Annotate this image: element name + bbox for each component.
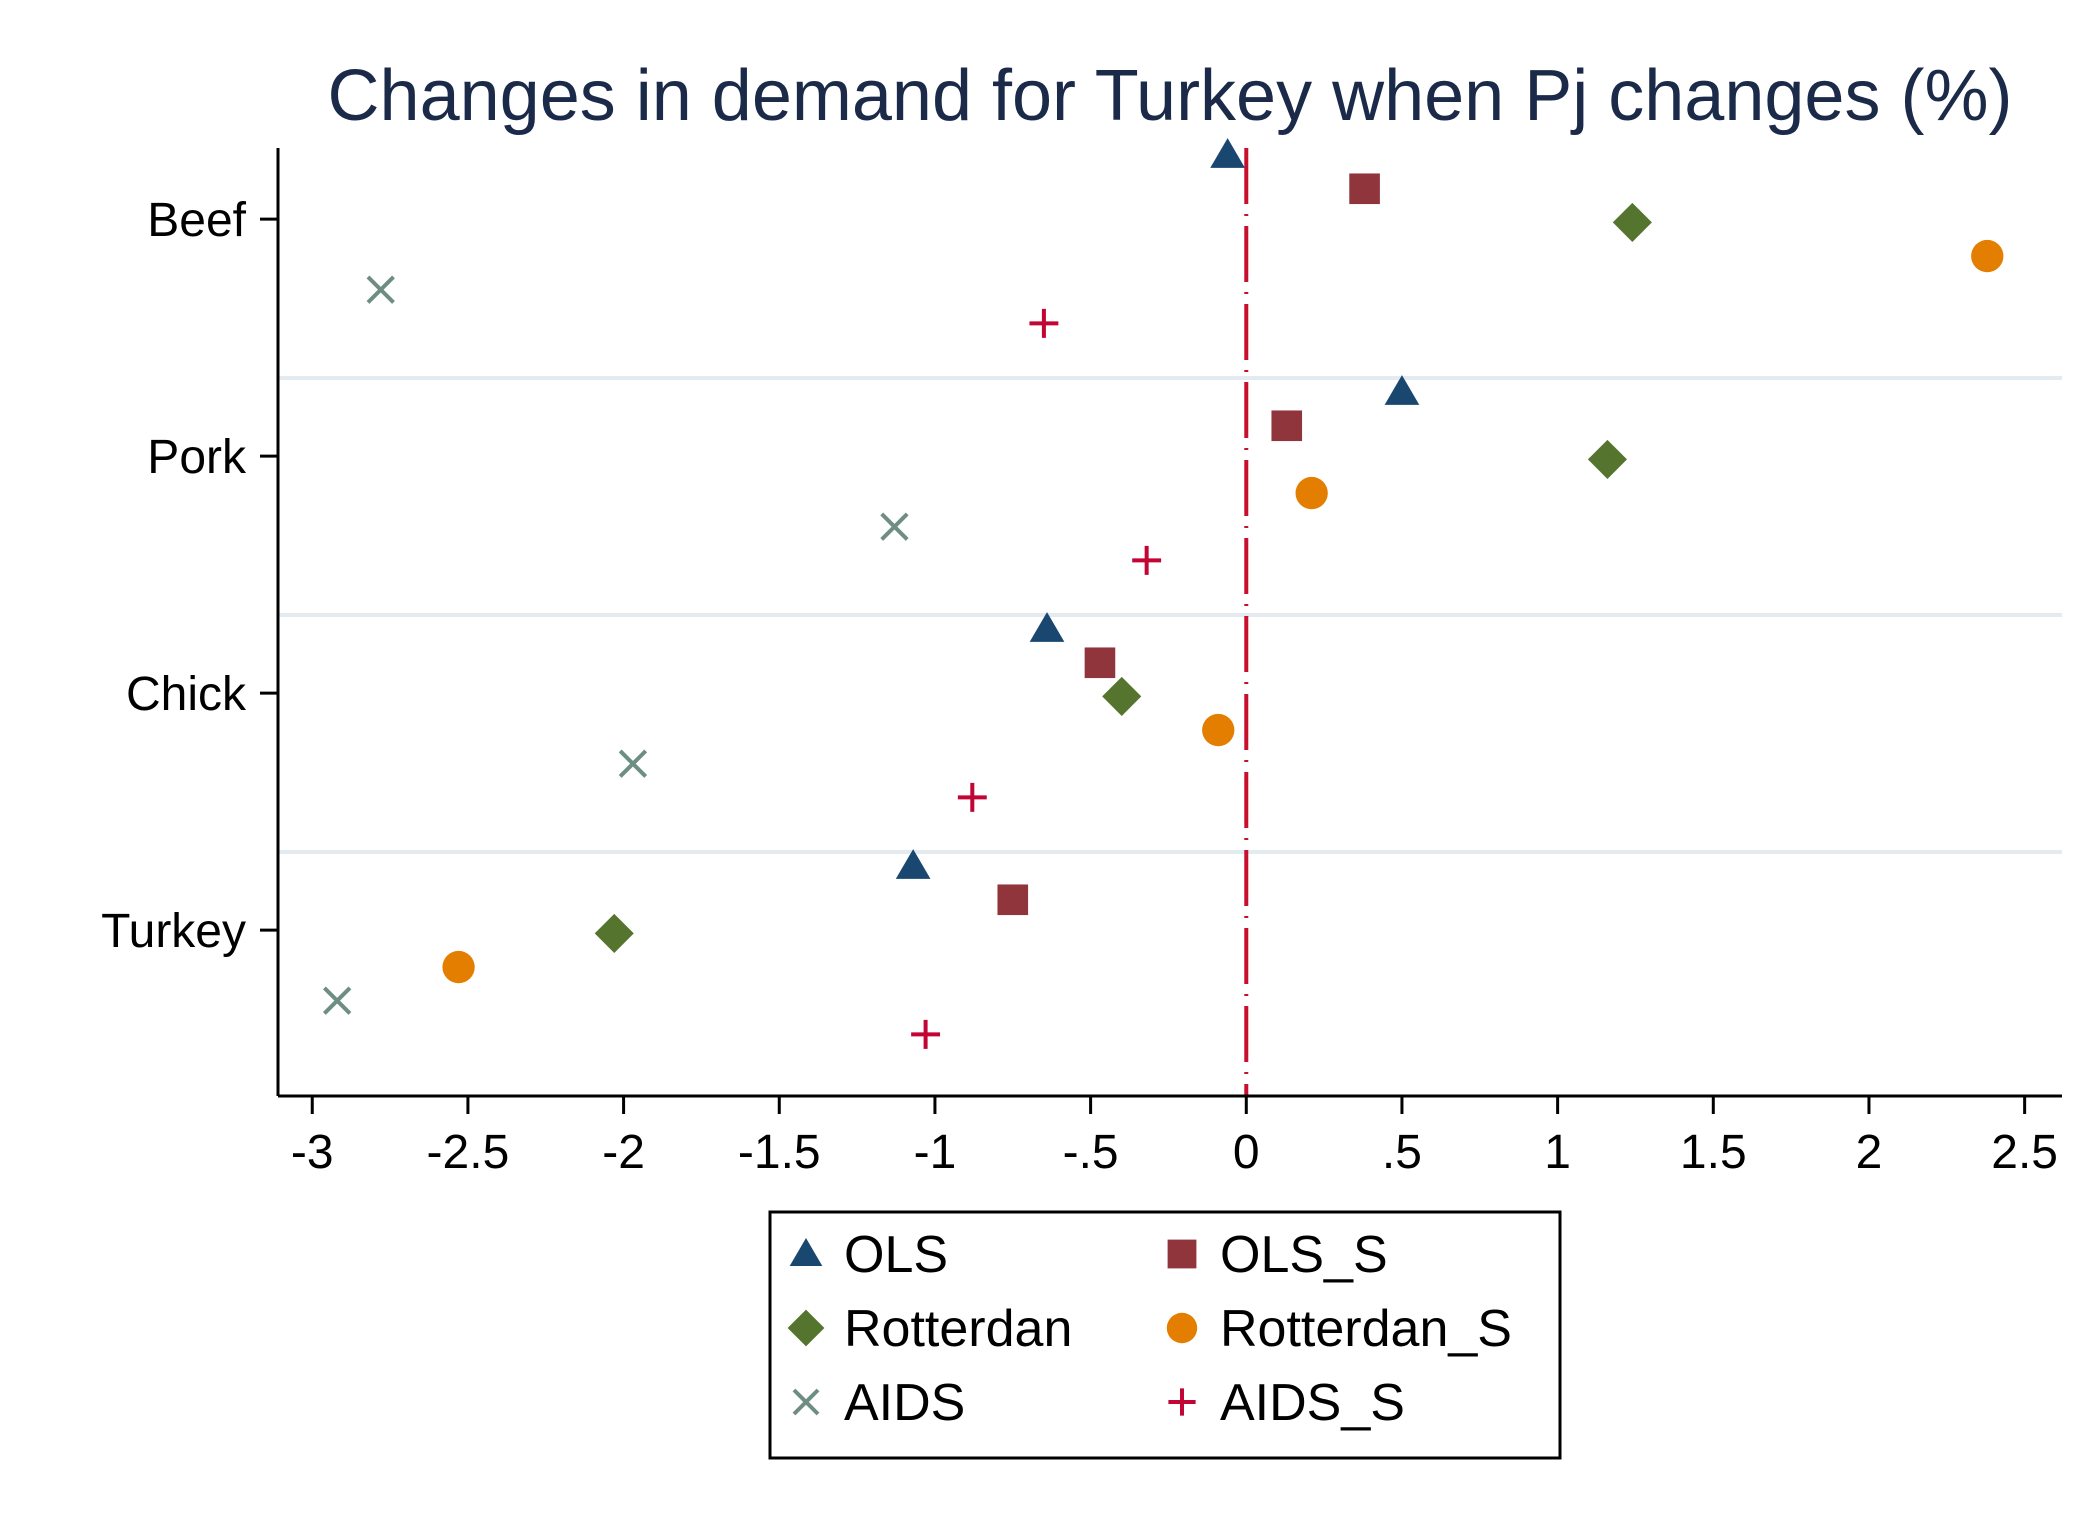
legend-item-rotterdan-s: Rotterdan_S	[1166, 1300, 1512, 1358]
point-rotterdan-beef	[1612, 202, 1652, 242]
legend-marker-aids	[792, 1388, 820, 1416]
point-aids-s-chick	[957, 782, 987, 812]
x-tick-label-2-5: -2.5	[427, 1126, 510, 1179]
point-ols-beef	[1210, 138, 1245, 168]
point-rotterdan-s-turkey	[442, 950, 475, 984]
legend-item-ols-s: OLS_S	[1167, 1226, 1388, 1284]
point-aids-s-pork	[1132, 545, 1162, 575]
legend-marker-ols-s	[1167, 1239, 1197, 1269]
grid-layer	[278, 376, 2062, 854]
point-aids-s-turkey	[911, 1019, 941, 1049]
legend-label-rotterdan: Rotterdan	[844, 1300, 1072, 1358]
legend-marker-rotterdan	[787, 1309, 825, 1347]
point-ols-s-turkey	[997, 884, 1029, 916]
legend-marker-rotterdan-s	[1166, 1312, 1198, 1344]
legend-label-aids-s: AIDS_S	[1220, 1374, 1405, 1432]
point-aids-s-beef	[1029, 308, 1059, 338]
y-tick-label-turkey: Turkey	[101, 905, 246, 958]
point-rotterdan-s-chick	[1202, 713, 1235, 747]
points-layer	[322, 138, 2004, 1049]
legend-box	[768, 1210, 1562, 1460]
legend-label-rotterdan-s: Rotterdan_S	[1220, 1300, 1512, 1358]
x-tick-label-1-5: -1.5	[738, 1126, 821, 1179]
x-tick-label-1: -1	[914, 1126, 957, 1179]
axes-layer: -3 -2.5 -2 -1.5 -1 -.5 0 .5 1 1.5 2 2.5 Beef Pork Chic…	[101, 148, 2062, 1179]
x-tick-label-5: .5	[1382, 1126, 1422, 1179]
legend-marker-aids-s	[1168, 1388, 1196, 1416]
point-ols-turkey	[895, 849, 931, 879]
legend-label-aids: AIDS	[844, 1374, 965, 1432]
point-rotterdan-s-pork	[1295, 476, 1328, 510]
x-tick-label-5: -.5	[1063, 1126, 1119, 1179]
x-tick-label-3: -3	[291, 1126, 334, 1179]
point-rotterdan-chick	[1102, 676, 1142, 716]
y-tick-label-beef: Beef	[147, 194, 246, 247]
point-aids-chick	[618, 749, 648, 778]
legend-item-rotterdan: Rotterdan	[787, 1300, 1072, 1358]
point-ols-s-beef	[1349, 173, 1380, 205]
y-tick-label-pork: Pork	[147, 431, 247, 484]
legend-item-aids-s: AIDS_S	[1168, 1374, 1405, 1432]
point-aids-turkey	[322, 986, 352, 1015]
x-tick-label-1: 1	[1544, 1126, 1571, 1179]
legend-label-ols: OLS	[844, 1226, 948, 1284]
x-tick-label-2: 2	[1856, 1126, 1883, 1179]
point-aids-pork	[880, 512, 909, 541]
legend-marker-ols	[789, 1238, 823, 1266]
point-rotterdan-s-beef	[1971, 239, 2004, 273]
point-ols-s-pork	[1271, 410, 1303, 442]
legend-label-ols-s: OLS_S	[1220, 1226, 1388, 1284]
point-aids-beef	[366, 275, 395, 304]
point-rotterdan-turkey	[594, 913, 634, 953]
y-tick-label-chick: Chick	[126, 668, 247, 721]
legend-item-ols: OLS	[789, 1226, 948, 1284]
point-ols-s-chick	[1084, 647, 1116, 679]
point-rotterdan-pork	[1587, 439, 1627, 479]
x-tick-label-0: 0	[1233, 1126, 1260, 1179]
point-ols-pork	[1384, 375, 1420, 405]
point-ols-chick	[1029, 612, 1065, 642]
x-tick-label-1-5: 1.5	[1680, 1126, 1747, 1179]
legend-item-aids: AIDS	[792, 1374, 965, 1432]
legend: OLS OLS_S Rotterdan Rotterdan_S AIDS AIDS_S	[768, 1210, 1562, 1460]
x-tick-label-2: -2	[602, 1126, 645, 1179]
x-tick-label-2-5: 2.5	[1991, 1126, 2058, 1179]
chart-title: Changes in demand for Turkey when Pj cha…	[328, 56, 2013, 136]
